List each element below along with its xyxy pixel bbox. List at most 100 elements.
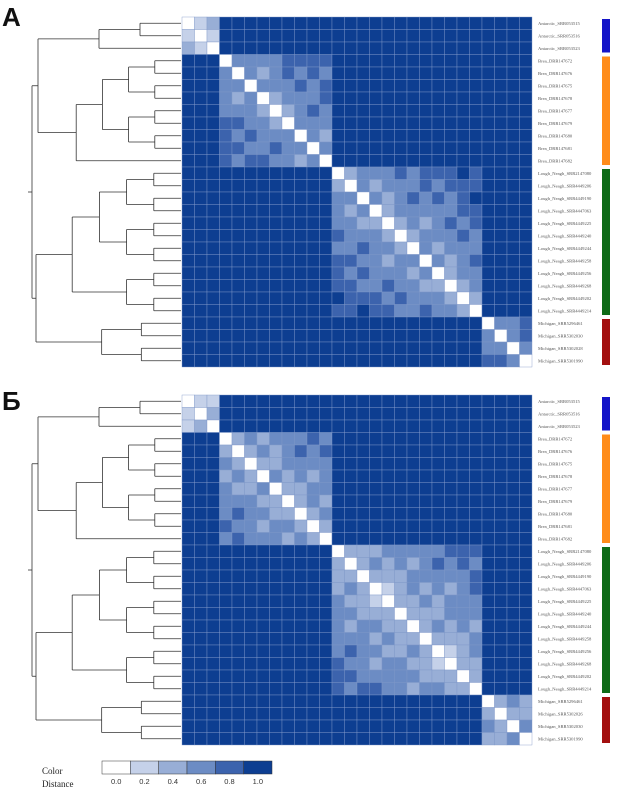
heatmap-cell [419,557,433,571]
heatmap-cell [519,29,533,43]
heatmap-cell [519,569,533,583]
heatmap-cell [244,29,258,43]
heatmap-cell [406,444,420,458]
heatmap-cell [444,216,458,230]
row-label: Lough_Neagh_SRR4449225 [538,599,592,604]
heatmap-cell [369,407,383,421]
panel-b-label: Б [2,386,21,416]
heatmap-cell [369,204,383,218]
heatmap-cell [444,129,458,143]
heatmap-cell [269,154,283,168]
heatmap-cell [369,657,383,671]
heatmap-cell [194,432,208,446]
heatmap-cell [406,29,420,43]
heatmap-cell [219,682,233,696]
heatmap-cell [406,557,420,571]
heatmap-cell [319,407,333,421]
heatmap-cell [181,407,195,421]
heatmap-cell [281,519,295,533]
heatmap-cell [356,54,370,68]
heatmap-cell [519,254,533,268]
heatmap-cell [494,254,508,268]
heatmap-cell [456,619,470,633]
heatmap-cell [256,179,270,193]
heatmap-cell [181,532,195,546]
heatmap-cell [331,41,345,55]
heatmap-cell [256,141,270,155]
heatmap-cell [394,407,408,421]
heatmap-cell [181,254,195,268]
heatmap-cell [294,154,308,168]
heatmap-cell [319,329,333,343]
heatmap-cell [356,216,370,230]
heatmap-cell [469,457,483,471]
heatmap-cell [331,229,345,243]
heatmap-cell [344,279,358,293]
heatmap-cell [394,316,408,330]
heatmap-cell [356,494,370,508]
heatmap-cell [506,104,520,118]
heatmap-cell [494,607,508,621]
heatmap-cell [369,694,383,708]
heatmap-cell [231,569,245,583]
heatmap-cell [331,216,345,230]
heatmap-cell [244,569,258,583]
heatmap-cell [256,707,270,721]
heatmap-cell [269,116,283,130]
heatmap-cell [219,329,233,343]
heatmap-cell [444,482,458,496]
heatmap-cell [369,166,383,180]
row-label: Brea_DRR147682 [538,536,573,541]
heatmap-cell [281,432,295,446]
heatmap-cell [244,204,258,218]
heatmap-cell [269,469,283,483]
heatmap-cell [356,154,370,168]
heatmap-cell [406,407,420,421]
heatmap-cell [181,644,195,658]
heatmap-cell [406,66,420,80]
heatmap-cell [294,482,308,496]
heatmap-cell [469,179,483,193]
heatmap-cell [431,129,445,143]
heatmap-cell [469,329,483,343]
row-label: Lough_Neagh_SRR4449202 [538,296,592,301]
heatmap-cell [369,544,383,558]
heatmap-cell [194,419,208,433]
heatmap-cell [256,732,270,746]
heatmap-cell [506,29,520,43]
row-label: Antarctic_SRR053523 [538,46,581,51]
heatmap-cell [344,507,358,521]
heatmap-cell [394,341,408,355]
heatmap-cell [494,469,508,483]
heatmap-cell [419,141,433,155]
heatmap-cell [381,682,395,696]
heatmap-cell [394,129,408,143]
heatmap-cell [406,619,420,633]
heatmap-cell [244,141,258,155]
heatmap-cell [206,619,220,633]
heatmap-cell [394,494,408,508]
heatmap-cell [219,657,233,671]
heatmap-cell [306,544,320,558]
heatmap-cell [244,482,258,496]
heatmap-cell [319,266,333,280]
heatmap-cell [331,644,345,658]
heatmap-cell [356,41,370,55]
heatmap-cell [506,457,520,471]
heatmap-cell [519,419,533,433]
heatmap-cell [269,29,283,43]
heatmap-cell [481,544,495,558]
row-label: Michigan_SRR5301990 [538,736,583,741]
heatmap-cell [306,694,320,708]
heatmap-cell [206,544,220,558]
heatmap-cell [444,154,458,168]
heatmap-cell [494,669,508,683]
heatmap-cell [206,669,220,683]
heatmap-cell [431,316,445,330]
heatmap-cell [494,129,508,143]
heatmap-cell [219,494,233,508]
heatmap-cell [356,304,370,318]
heatmap-cell [344,657,358,671]
heatmap-cell [356,719,370,733]
heatmap-cell [256,79,270,93]
